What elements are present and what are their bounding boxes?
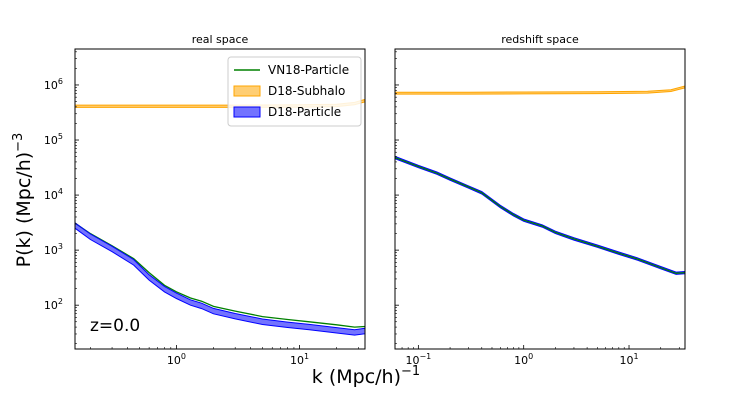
legend-swatch bbox=[233, 85, 261, 97]
x-tick-label: 10−1 bbox=[405, 352, 431, 367]
y-tick-label: 102 bbox=[44, 297, 63, 312]
y-tick-label: 105 bbox=[44, 132, 63, 147]
series-line-vn18-particle bbox=[75, 222, 365, 328]
y-tick-label: 106 bbox=[44, 77, 63, 92]
x-tick-label: 100 bbox=[514, 352, 533, 367]
y-tick-label: 104 bbox=[44, 187, 63, 202]
series-band-d18-particle bbox=[75, 222, 365, 336]
legend-label: D18-Particle bbox=[268, 105, 341, 119]
legend-label: D18-Subhalo bbox=[268, 84, 345, 98]
plot-frame bbox=[74, 48, 366, 350]
x-tick-label: 100 bbox=[167, 352, 186, 367]
x-tick-label: 101 bbox=[619, 352, 638, 367]
plot-frame bbox=[394, 48, 686, 350]
legend-label: VN18-Particle bbox=[268, 63, 349, 77]
legend-item: D18-Particle bbox=[233, 105, 341, 119]
legend-swatch bbox=[233, 106, 261, 118]
legend-item: VN18-Particle bbox=[234, 63, 349, 77]
x-tick-label: 101 bbox=[290, 352, 309, 367]
redshift-annotation: z=0.0 bbox=[90, 316, 140, 336]
y-tick-label: 103 bbox=[44, 242, 63, 257]
series-line-p1-2 bbox=[395, 156, 685, 274]
legend: VN18-Particle D18-Subhalo D18-Particle bbox=[227, 56, 362, 127]
panel-title: real space bbox=[192, 33, 249, 46]
panel-redshift-space: redshift space 10−1 100 101 bbox=[394, 33, 686, 367]
panel-title: redshift space bbox=[501, 33, 579, 46]
x-axis-label: k (Mpc/h)−1 bbox=[312, 364, 420, 388]
legend-frame bbox=[227, 56, 362, 127]
legend-item: D18-Subhalo bbox=[233, 84, 345, 98]
series-band-p1-0 bbox=[395, 85, 685, 95]
y-axis-label: P(k) (Mpc/h)−3 bbox=[11, 133, 35, 268]
